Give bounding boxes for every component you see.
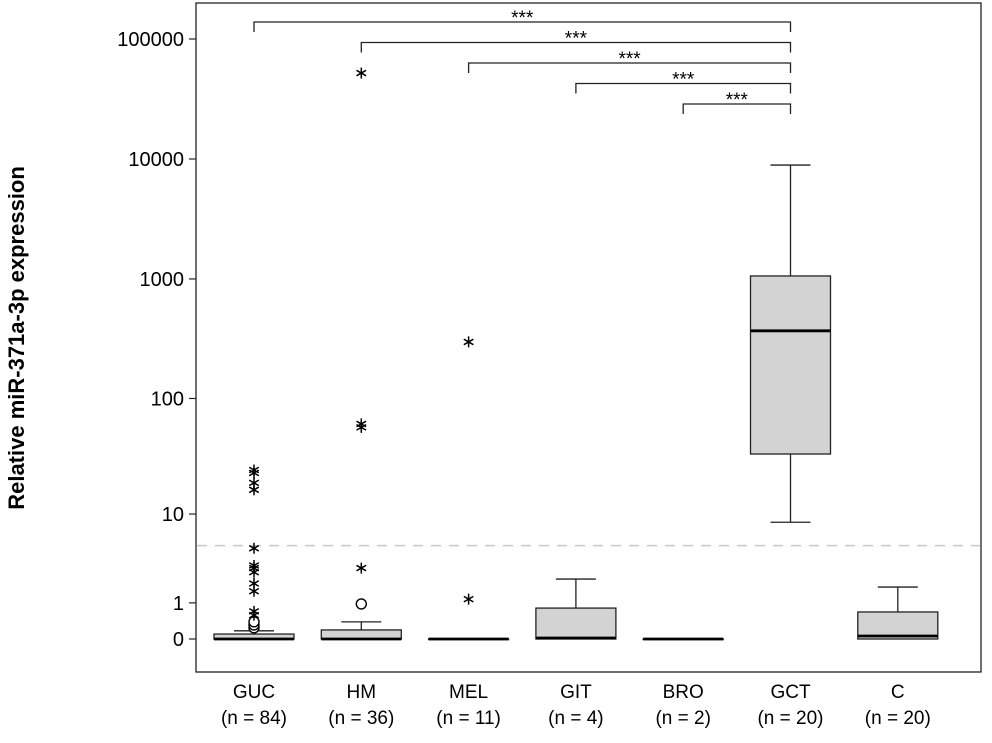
y-tick-label: 10000: [128, 149, 184, 171]
x-tick-label: GIT: [560, 682, 592, 703]
x-n-label: (n = 2): [655, 708, 710, 729]
outlier-star: [356, 418, 367, 430]
significance-bracket: [575, 82, 792, 94]
x-n-label: (n = 4): [548, 708, 603, 729]
outlier-circle: [355, 598, 367, 610]
significance-label: ***: [565, 29, 588, 50]
outlier-star: [248, 464, 260, 476]
plot-frame: [195, 2, 982, 673]
outlier-star: [356, 67, 367, 79]
x-n-label: (n = 11): [436, 708, 501, 729]
significance-bracket: [253, 21, 792, 32]
y-tick-label: 100: [151, 388, 184, 410]
x-tick-label: GUC: [233, 682, 275, 703]
box: [857, 611, 939, 640]
outlier-star: [248, 605, 260, 617]
outlier-star: [248, 578, 260, 590]
y-tick-label: 1: [173, 593, 184, 615]
significance-label: ***: [726, 90, 749, 111]
x-tick-label: HM: [347, 682, 377, 703]
outlier-star: [463, 593, 474, 605]
significance-label: ***: [511, 8, 534, 29]
x-tick-label: MEL: [449, 682, 488, 703]
y-tick-label: 10: [162, 504, 184, 526]
x-tick-label: BRO: [663, 682, 704, 703]
significance-bracket: [467, 62, 792, 73]
x-n-label: (n = 20): [865, 708, 931, 729]
y-tick-label: 1000: [140, 269, 185, 291]
significance-bracket: [682, 103, 792, 114]
outlier-star: [356, 562, 367, 574]
y-tick-label: 100000: [117, 29, 184, 51]
y-tick-label: 0: [173, 629, 184, 651]
y-axis-label: Relative miR-371a-3p expression: [4, 166, 29, 510]
x-tick-label: C: [891, 682, 905, 703]
x-n-label: (n = 84): [221, 708, 287, 729]
outlier-star: [248, 542, 260, 554]
x-tick-label: GCT: [770, 682, 811, 703]
x-n-label: (n = 36): [328, 708, 394, 729]
outlier-star: [248, 477, 260, 489]
outlier-star: [248, 559, 260, 571]
significance-label: ***: [618, 49, 641, 70]
significance-label: ***: [672, 70, 695, 91]
box: [535, 607, 617, 640]
box: [749, 275, 832, 455]
x-n-label: (n = 20): [757, 708, 823, 729]
outlier-star: [463, 336, 474, 348]
significance-bracket: [360, 41, 792, 53]
